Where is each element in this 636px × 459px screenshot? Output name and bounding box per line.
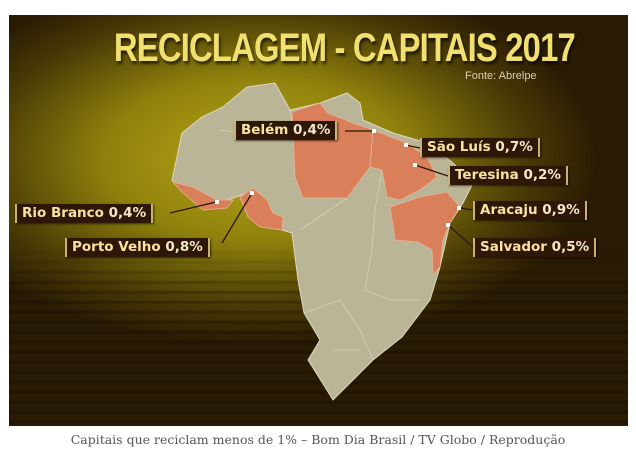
label-salvador: Salvador 0,5% [473, 238, 597, 257]
label-belem: Belém 0,4% [234, 121, 338, 140]
brazil-map [169, 82, 474, 401]
marker-porto-velho [250, 191, 254, 195]
label-aracaju: Aracaju 0,9% [473, 201, 587, 220]
label-teresina: Teresina 0,2% [448, 166, 568, 185]
marker-salvador [446, 223, 450, 227]
marker-sao-luis [404, 143, 408, 147]
leader-lines [169, 130, 474, 248]
marker-teresina [413, 163, 417, 167]
image-caption: Capitais que reciclam menos de 1% – Bom … [70, 432, 566, 447]
marker-rio-branco [215, 200, 219, 204]
infographic-title: RECICLAGEM - CAPITAIS 2017 [113, 26, 576, 70]
label-rio-branco: Rio Branco 0,4% [15, 204, 154, 223]
marker-belem [372, 129, 376, 133]
state-maranhao-piaui [369, 129, 438, 201]
capital-markers [215, 129, 461, 227]
state-bahia-sergipe [389, 191, 461, 277]
label-sao-luis: São Luís 0,7% [420, 138, 540, 157]
marker-aracaju [457, 206, 461, 210]
label-porto-velho: Porto Velho 0,8% [65, 238, 210, 257]
infographic-image: RECICLAGEM - CAPITAIS 2017 Fonte: Abrelp… [9, 15, 628, 426]
source-note: Fonte: Abrelpe [465, 70, 537, 82]
state-rondonia [239, 187, 284, 231]
